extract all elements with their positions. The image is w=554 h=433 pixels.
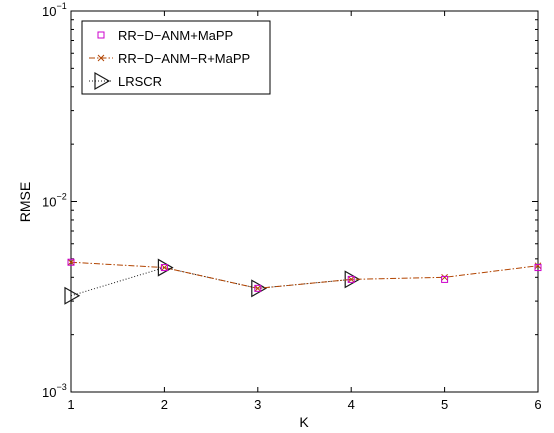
data-point [254,284,262,292]
y-tick-label: 10−1 [42,1,67,19]
legend-label: RR−D−ANM+MaPP [118,28,233,43]
data-point [67,258,75,266]
data-point [67,258,75,266]
x-tick-label: 5 [441,397,448,412]
series-line [70,267,352,297]
y-tick-label: 10−2 [42,192,67,210]
x-tick-label: 6 [534,397,541,412]
data-point [251,279,268,298]
data-point [157,258,174,277]
legend-marker [97,54,105,62]
x-tick-label: 2 [161,397,168,412]
x-axis-label: K [299,414,309,430]
y-tick-label: 10−3 [42,382,67,400]
data-point [64,286,81,305]
legend-item: LRSCR [89,71,162,91]
data-point [347,275,355,283]
legend-label: RR−D−ANM−R+MaPP [118,51,250,66]
series-line [70,261,539,289]
data-point [441,275,449,283]
x-tick-label: 3 [254,397,261,412]
data-point [441,273,448,281]
legend: RR−D−ANM+MaPP RR−D−ANM−R+MaPP LRSCR [81,20,271,95]
axis-ticks [70,10,539,393]
data-point [254,285,262,292]
series-layer [64,258,542,305]
legend-item: RR−D−ANM−R+MaPP [89,51,250,66]
data-point [534,264,542,272]
x-tick-label: 1 [67,397,74,412]
series-2 [64,258,361,305]
data-point [344,270,361,289]
legend-label: LRSCR [118,74,162,89]
legend-box [81,20,271,95]
data-point [347,276,355,283]
data-point [161,264,168,271]
legend-item: RR−D−ANM+MaPP [97,28,233,43]
legend-marker [94,71,111,91]
data-point [160,264,168,272]
tick-labels: 1 2 3 4 5 6 10−3 10−2 10−1 [42,1,542,412]
series-0 [67,258,542,292]
x-tick-label: 4 [348,397,355,412]
legend-marker [97,31,105,39]
y-axis-label: RMSE [17,182,33,222]
data-point [534,262,542,270]
series-1 [67,258,542,292]
